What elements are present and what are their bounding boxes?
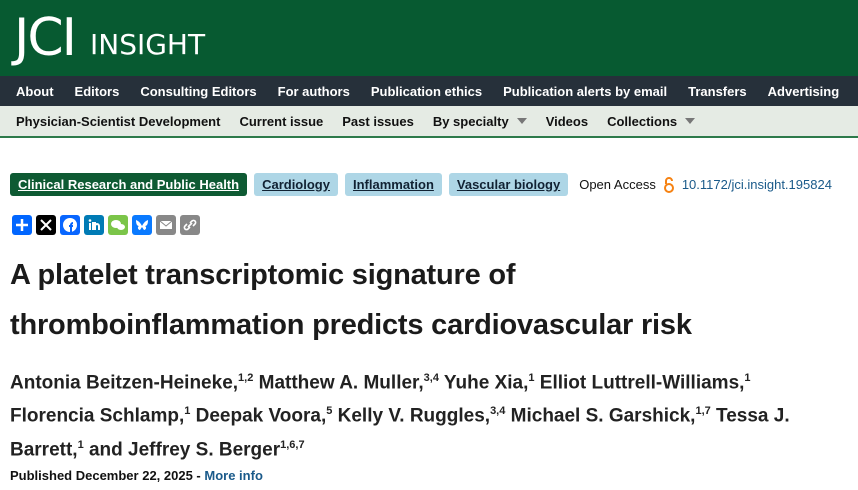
author-affiliation: 1 [528, 372, 535, 384]
dropdown-caret [685, 118, 696, 124]
author-conjunction: and [88, 438, 123, 460]
facebook-button[interactable] [60, 215, 80, 235]
subject-tag[interactable]: Inflammation [344, 173, 442, 196]
author-affiliation: 1,6,7 [280, 438, 305, 451]
nav-link[interactable]: Transfers [688, 83, 747, 99]
author-name[interactable]: Jeffrey S. Berger [128, 438, 281, 460]
nav-link[interactable]: Publication alerts by email [503, 83, 668, 99]
nav-link[interactable]: By specialty [432, 113, 509, 129]
open-access-icon [663, 176, 674, 193]
primary-nav: About Editors Consulting Editors For author… [0, 76, 858, 106]
author-name[interactable]: Yuhe Xia, [443, 372, 529, 394]
dropdown-caret [516, 118, 527, 124]
title-line: A platelet transcriptomic signature of [10, 259, 516, 291]
article-title: A platelet transcriptomic signature of th… [10, 250, 692, 350]
title-line: thromboinflammation predicts cardiovascu… [10, 309, 692, 341]
nav-link[interactable]: Current issue [239, 113, 324, 129]
wechat-button[interactable] [108, 215, 128, 235]
author-affiliation: 3,4 [490, 405, 506, 418]
author-affiliation: 1 [77, 438, 84, 451]
publication-info: Published December 22, 2025 - More info [10, 468, 263, 483]
author-name[interactable]: Michael S. Garshick, [510, 405, 696, 427]
author-affiliation: 1 [744, 372, 751, 384]
logo-main[interactable]: JCI [14, 8, 77, 68]
subject-tag[interactable]: Clinical Research and Public Health [10, 173, 248, 196]
open-access: Open Access [579, 177, 656, 192]
nav-link[interactable]: Advertising [767, 83, 840, 99]
nav-link[interactable]: Physician-Scientist Development [16, 113, 221, 129]
author-name[interactable]: Tessa J. Barrett, [10, 405, 790, 460]
author-name[interactable]: Matthew A. Muller, [258, 372, 424, 394]
email-button[interactable] [156, 215, 176, 235]
nav-link[interactable]: Collections [607, 113, 678, 129]
secondary-nav: Physician-Scientist Development Current i… [0, 106, 858, 138]
subject-tag[interactable]: Cardiology [254, 173, 338, 196]
nav-link[interactable]: Publication ethics [370, 83, 483, 99]
tag-row: Clinical Research and Public Health Cardi… [10, 173, 832, 196]
share-button[interactable] [12, 215, 32, 235]
author-name[interactable]: Kelly V. Ruggles, [337, 405, 491, 427]
author-affiliation: 5 [326, 405, 333, 418]
author-affiliation: 1,7 [695, 405, 711, 418]
site-header: JCI insight [0, 0, 858, 76]
share-buttons [12, 215, 200, 235]
more-info-link[interactable]: More info [204, 468, 263, 483]
nav-link[interactable]: About [16, 83, 54, 99]
x-button[interactable] [36, 215, 56, 235]
subject-tag[interactable]: Vascular biology [448, 173, 569, 196]
author-name[interactable]: Antonia Beitzen-Heineke, [10, 372, 239, 394]
author-list: Antonia Beitzen-Heineke,1,2 Matthew A. M… [10, 364, 840, 464]
author-name[interactable]: Florencia Schlamp, [10, 405, 185, 427]
doi-link[interactable]: 10.1172/jci.insight.195824 [681, 177, 832, 192]
nav-link[interactable]: Editors [74, 83, 120, 99]
nav-link[interactable]: Videos [545, 113, 589, 129]
tags: Clinical Research and Public Health Cardi… [10, 173, 569, 196]
copy-link-button[interactable] [180, 215, 200, 235]
author-affiliation: 1,2 [238, 372, 254, 384]
linkedin-button[interactable] [84, 215, 104, 235]
author-name[interactable]: Deepak Voora, [195, 405, 327, 427]
nav-link[interactable]: For authors [277, 83, 350, 99]
author-name[interactable]: Elliot Luttrell-Williams, [539, 372, 745, 394]
bluesky-button[interactable] [132, 215, 152, 235]
logo-sub[interactable]: insight [90, 18, 206, 64]
published-date: Published December 22, 2025 - [10, 468, 201, 483]
nav-link[interactable]: Consulting Editors [140, 83, 257, 99]
nav-link[interactable]: Past issues [342, 113, 414, 129]
author-affiliation: 1 [184, 405, 191, 418]
author-affiliation: 3,4 [423, 372, 439, 384]
